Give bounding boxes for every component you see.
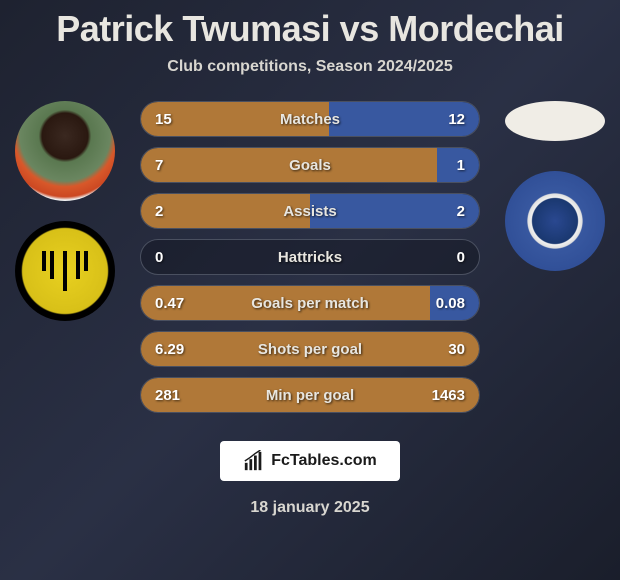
stat-value-left: 7 (155, 157, 163, 174)
chart-icon (243, 450, 265, 472)
stat-value-left: 0 (155, 249, 163, 266)
stat-value-left: 281 (155, 387, 180, 404)
stat-value-left: 2 (155, 203, 163, 220)
stat-row: 15 Matches 12 (140, 101, 480, 137)
comparison-area: 15Matches127Goals12Assists20Hattricks00.… (0, 101, 620, 431)
stat-value-left: 6.29 (155, 341, 184, 358)
stat-row: 0.47 Goals per match 0.08 (140, 285, 480, 321)
page-subtitle: Club competitions, Season 2024/2025 (0, 58, 620, 76)
stat-label: Goals per match (251, 295, 369, 312)
player-left-club-badge (15, 221, 115, 321)
stat-row: 0 Hattricks 0 (140, 239, 480, 275)
right-player-column (500, 101, 610, 271)
stat-label: Goals (289, 157, 331, 174)
stat-value-right: 2 (457, 203, 465, 220)
stat-value-right: 1463 (432, 387, 465, 404)
stat-row: 7 Goals 1 (140, 147, 480, 183)
stat-value-right: 1 (457, 157, 465, 174)
stat-row: 281 Min per goal 1463 (140, 377, 480, 413)
stat-label: Matches (280, 111, 340, 128)
stat-label: Shots per goal (258, 341, 362, 358)
stat-bars-container: 15Matches127Goals12Assists20Hattricks00.… (140, 101, 480, 423)
logo-text: FcTables.com (271, 452, 377, 470)
player-right-avatar (505, 101, 605, 141)
stat-value-right: 0 (457, 249, 465, 266)
stat-row: 2 Assists 2 (140, 193, 480, 229)
stat-label: Hattricks (278, 249, 342, 266)
stat-value-right: 0.08 (436, 295, 465, 312)
snapshot-date: 18 january 2025 (0, 499, 620, 517)
stat-value-right: 12 (448, 111, 465, 128)
fctables-logo[interactable]: FcTables.com (220, 441, 400, 481)
stat-label: Assists (283, 203, 336, 220)
stat-row: 6.29 Shots per goal 30 (140, 331, 480, 367)
player-right-club-badge (505, 171, 605, 271)
stat-value-left: 15 (155, 111, 172, 128)
left-player-column (10, 101, 120, 321)
player-left-avatar (15, 101, 115, 201)
page-title: Patrick Twumasi vs Mordechai (0, 0, 620, 50)
stat-label: Min per goal (266, 387, 354, 404)
stat-value-right: 30 (448, 341, 465, 358)
stat-value-left: 0.47 (155, 295, 184, 312)
